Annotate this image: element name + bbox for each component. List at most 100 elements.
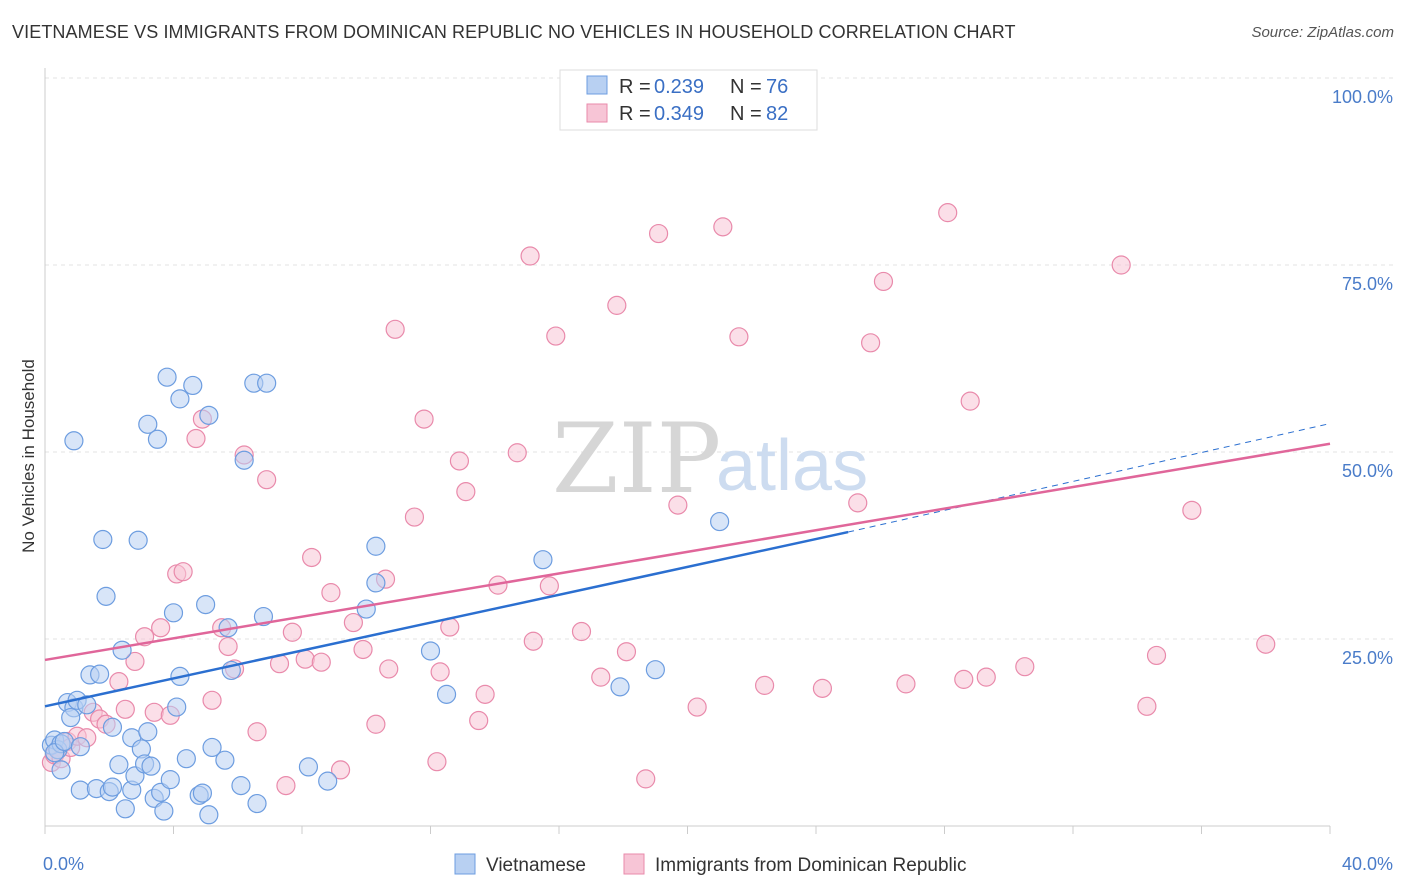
point-dominican[interactable]: [1111, 255, 1131, 275]
point-dominican[interactable]: [1256, 634, 1276, 654]
point-vietnamese[interactable]: [366, 536, 386, 556]
point-dominican[interactable]: [861, 333, 881, 353]
point-dominican[interactable]: [144, 702, 164, 722]
point-dominican[interactable]: [302, 547, 322, 568]
bottom-legend-label-vietnamese[interactable]: Vietnamese: [486, 855, 586, 876]
point-dominican[interactable]: [404, 507, 425, 527]
point-dominican[interactable]: [173, 562, 193, 582]
point-vietnamese[interactable]: [253, 606, 274, 627]
point-vietnamese[interactable]: [151, 782, 171, 802]
point-dominican[interactable]: [151, 618, 171, 638]
point-vietnamese[interactable]: [176, 749, 196, 769]
point-vietnamese[interactable]: [96, 586, 116, 606]
point-vietnamese[interactable]: [102, 717, 123, 737]
point-vietnamese[interactable]: [192, 783, 213, 803]
point-dominican[interactable]: [311, 652, 331, 672]
point-dominican[interactable]: [456, 482, 476, 502]
point-dominican[interactable]: [591, 667, 611, 687]
point-vietnamese[interactable]: [231, 776, 251, 796]
point-dominican[interactable]: [713, 217, 733, 237]
point-dominican[interactable]: [282, 622, 302, 642]
point-dominican[interactable]: [960, 391, 980, 411]
point-vietnamese[interactable]: [70, 737, 90, 757]
point-dominican[interactable]: [1182, 500, 1202, 520]
point-dominican[interactable]: [687, 697, 707, 717]
point-vietnamese[interactable]: [298, 757, 319, 777]
point-vietnamese[interactable]: [102, 777, 123, 797]
point-vietnamese[interactable]: [128, 530, 148, 550]
point-vietnamese[interactable]: [77, 695, 97, 715]
point-dominican[interactable]: [295, 649, 315, 669]
point-vietnamese[interactable]: [51, 760, 71, 780]
point-dominican[interactable]: [507, 443, 527, 463]
point-dominican[interactable]: [1146, 645, 1167, 666]
point-vietnamese[interactable]: [247, 793, 267, 814]
point-vietnamese[interactable]: [112, 640, 132, 660]
point-vietnamese[interactable]: [199, 405, 219, 425]
point-vietnamese[interactable]: [199, 805, 219, 825]
point-dominican[interactable]: [202, 690, 222, 710]
bottom-legend-label-dominican[interactable]: Immigrants from Dominican Republic: [655, 855, 967, 876]
bottom-legend-swatch-dominican[interactable]: [623, 853, 645, 875]
point-dominican[interactable]: [668, 495, 688, 515]
point-dominican[interactable]: [520, 246, 540, 266]
point-vietnamese[interactable]: [196, 594, 216, 615]
bottom-legend-swatch-vietnamese[interactable]: [454, 853, 476, 875]
point-vietnamese[interactable]: [115, 799, 135, 819]
point-vietnamese[interactable]: [202, 737, 222, 758]
point-vietnamese[interactable]: [61, 707, 81, 728]
point-dominican[interactable]: [1015, 657, 1035, 677]
point-vietnamese[interactable]: [154, 801, 174, 821]
point-vietnamese[interactable]: [436, 684, 457, 704]
point-vietnamese[interactable]: [420, 641, 441, 661]
point-dominican[interactable]: [896, 674, 916, 694]
point-dominican[interactable]: [257, 470, 277, 490]
point-dominican[interactable]: [379, 659, 399, 679]
point-vietnamese[interactable]: [215, 750, 235, 770]
point-dominican[interactable]: [754, 675, 775, 695]
point-vietnamese[interactable]: [138, 414, 158, 434]
point-dominican[interactable]: [414, 409, 434, 429]
point-dominican[interactable]: [276, 776, 296, 796]
point-vietnamese[interactable]: [366, 573, 386, 593]
point-vietnamese[interactable]: [318, 771, 338, 791]
point-vietnamese[interactable]: [64, 431, 84, 451]
point-dominican[interactable]: [186, 428, 206, 449]
point-vietnamese[interactable]: [645, 660, 665, 680]
point-dominican[interactable]: [218, 636, 238, 657]
point-vietnamese[interactable]: [109, 755, 129, 775]
point-dominican[interactable]: [353, 639, 373, 660]
point-dominican[interactable]: [648, 223, 669, 244]
point-dominican[interactable]: [976, 667, 996, 687]
point-dominican[interactable]: [954, 669, 974, 689]
point-dominican[interactable]: [115, 699, 135, 719]
point-dominican[interactable]: [539, 576, 559, 596]
point-dominican[interactable]: [385, 319, 405, 339]
point-dominican[interactable]: [546, 326, 566, 346]
point-dominican[interactable]: [330, 760, 351, 780]
point-dominican[interactable]: [125, 651, 145, 672]
point-dominican[interactable]: [873, 271, 894, 292]
point-dominican[interactable]: [366, 714, 386, 734]
point-dominican[interactable]: [607, 295, 627, 315]
point-dominican[interactable]: [812, 678, 833, 698]
point-vietnamese[interactable]: [234, 450, 254, 470]
point-dominican[interactable]: [469, 710, 489, 731]
point-vietnamese[interactable]: [167, 697, 187, 717]
point-dominican[interactable]: [636, 769, 656, 789]
point-vietnamese[interactable]: [160, 770, 180, 790]
point-vietnamese[interactable]: [610, 677, 630, 697]
point-vietnamese[interactable]: [170, 389, 190, 409]
point-dominican[interactable]: [616, 642, 637, 662]
point-dominican[interactable]: [729, 327, 749, 347]
point-vietnamese[interactable]: [93, 529, 113, 550]
point-dominican[interactable]: [571, 621, 592, 642]
point-dominican[interactable]: [430, 662, 450, 682]
point-vietnamese[interactable]: [157, 367, 177, 387]
point-vietnamese[interactable]: [138, 722, 158, 742]
point-vietnamese[interactable]: [54, 731, 74, 752]
point-dominican[interactable]: [427, 752, 447, 772]
point-vietnamese[interactable]: [710, 511, 730, 532]
point-vietnamese[interactable]: [257, 373, 277, 393]
point-dominican[interactable]: [523, 631, 543, 651]
